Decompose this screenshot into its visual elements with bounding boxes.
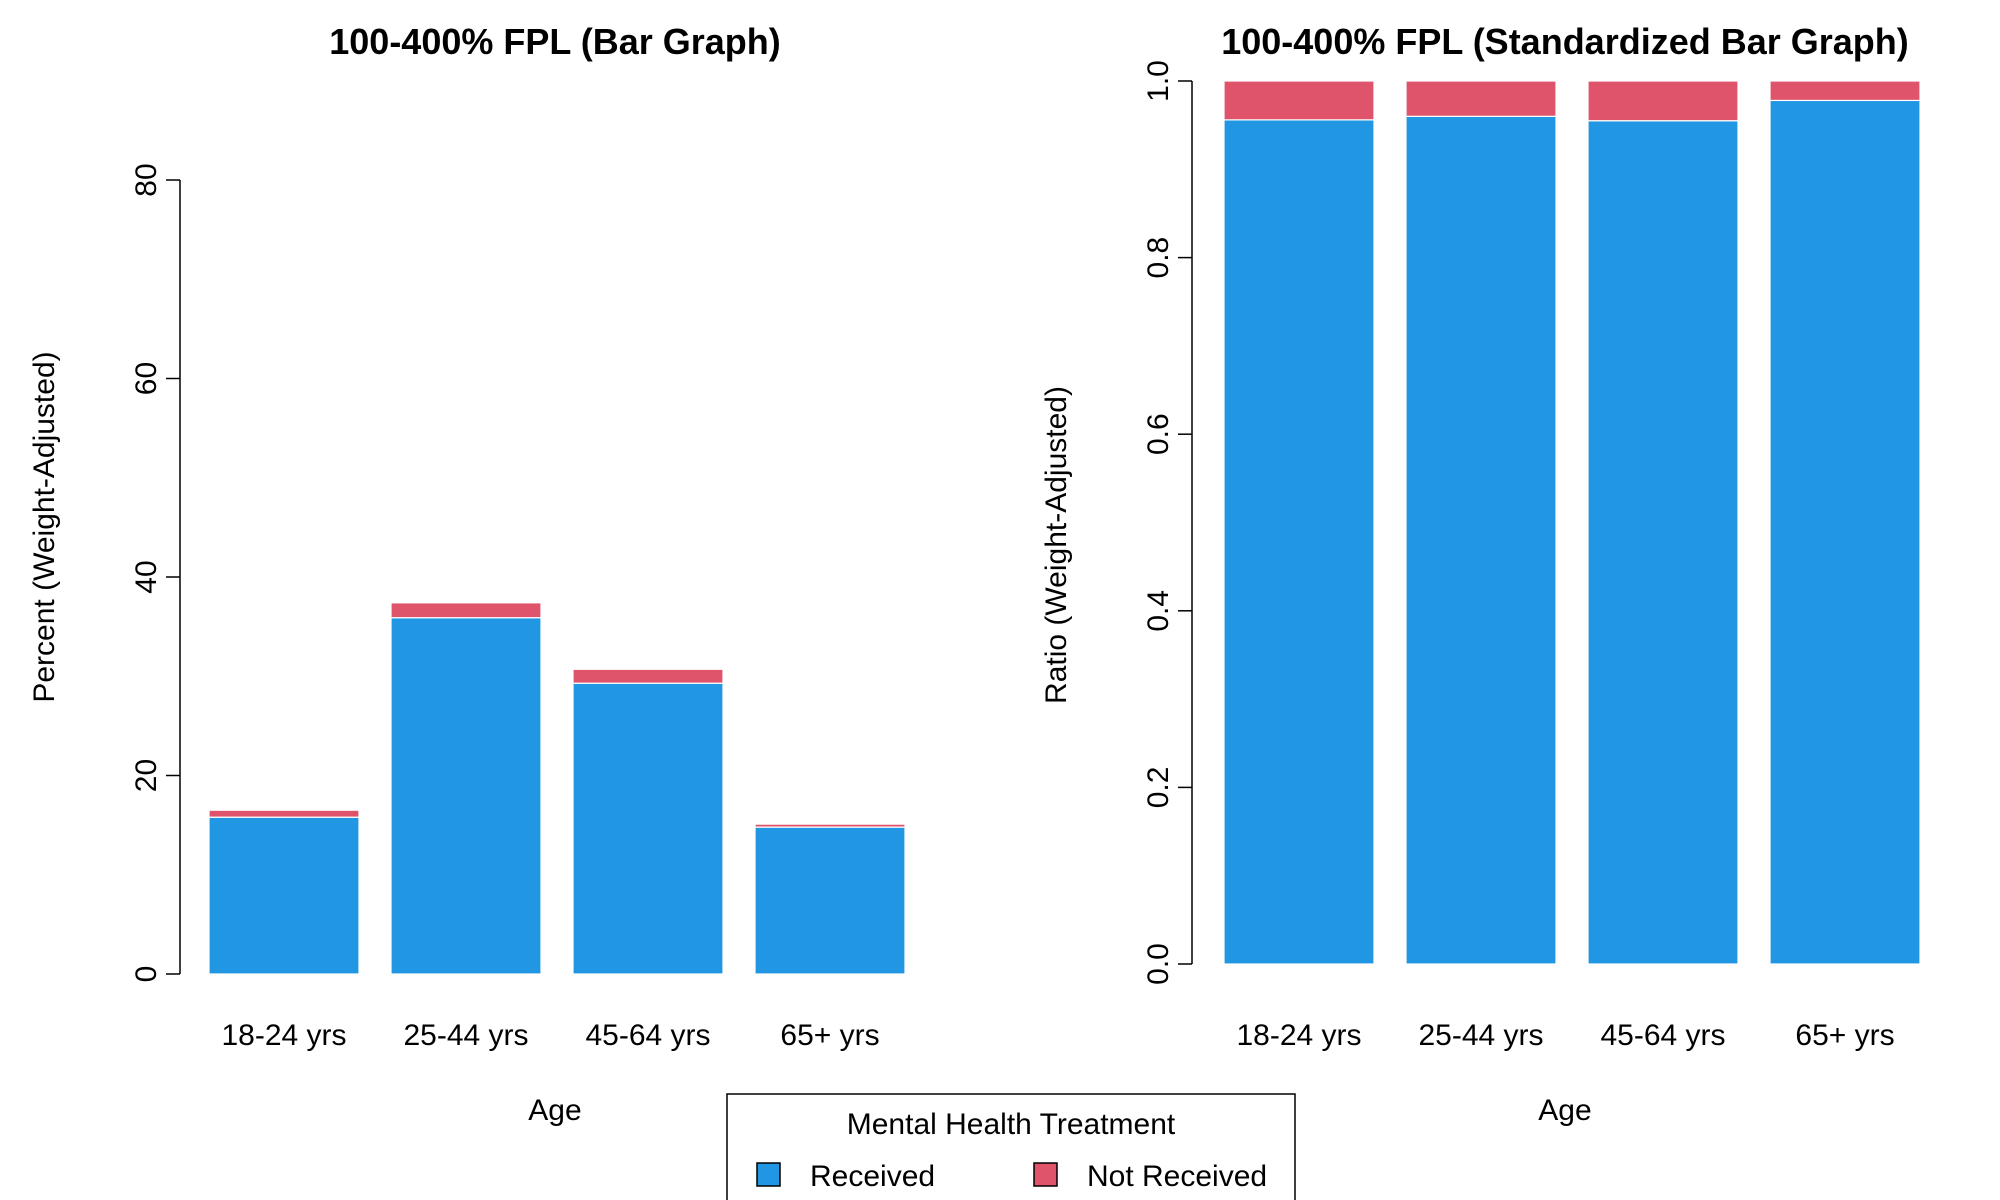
bar-received-1 <box>1223 119 1375 965</box>
legend-title: Mental Health Treatment <box>847 1108 1176 1141</box>
chart-right-ylabel: Ratio (Weight-Adjusted) <box>1040 386 1073 704</box>
y-tick-label: 80 <box>130 163 163 196</box>
bar-not-received-1 <box>1223 80 1375 121</box>
y-tick-label: 0.8 <box>1142 237 1175 279</box>
bar-not-received-3 <box>1587 80 1739 122</box>
chart-right-x-ticks: 18-24 yrs 25-44 yrs 45-64 yrs 65+ yrs <box>1236 1019 1894 1052</box>
bar-received-4 <box>754 826 906 975</box>
chart-right-xlabel: Age <box>1538 1094 1591 1127</box>
y-tick-label: 40 <box>130 560 163 593</box>
x-tick-label: 65+ yrs <box>780 1019 879 1052</box>
chart-left-x-ticks: 18-24 yrs 25-44 yrs 45-64 yrs 65+ yrs <box>221 1019 879 1052</box>
chart-right-y-axis: 0.0 0.2 0.4 0.6 0.8 1.0 <box>1142 60 1193 985</box>
bar-not-received-3 <box>572 668 724 684</box>
bar-received-2 <box>390 617 542 975</box>
chart-right-title: 100-400% FPL (Standardized Bar Graph) <box>1221 21 1909 62</box>
y-tick-label: 60 <box>130 362 163 395</box>
x-tick-label: 45-64 yrs <box>585 1019 710 1052</box>
bar-not-received-4 <box>754 823 906 828</box>
bar-received-3 <box>1587 120 1739 965</box>
y-tick-label: 0.0 <box>1142 943 1175 985</box>
bar-chart-right: 100-400% FPL (Standardized Bar Graph) Ag… <box>1040 21 1921 1127</box>
y-tick-label: 20 <box>130 759 163 792</box>
legend: Mental Health Treatment Received Not Rec… <box>726 1093 1296 1200</box>
x-tick-label: 65+ yrs <box>1795 1019 1894 1052</box>
bar-received-2 <box>1405 115 1557 965</box>
chart-left-y-axis: 0 20 40 60 80 <box>130 163 181 983</box>
chart-left-bars <box>208 602 906 975</box>
legend-label-not-received: Not Received <box>1087 1160 1267 1193</box>
y-tick-label: 0.4 <box>1142 590 1175 632</box>
y-tick-label: 0.6 <box>1142 413 1175 455</box>
y-tick-label: 0 <box>130 966 163 983</box>
bar-received-4 <box>1769 99 1921 965</box>
chart-left-ylabel: Percent (Weight-Adjusted) <box>28 351 61 702</box>
legend-box <box>726 1093 1296 1200</box>
chart-right-bars <box>1223 80 1921 965</box>
legend-swatch-not-received <box>1033 1162 1058 1187</box>
x-tick-label: 18-24 yrs <box>221 1019 346 1052</box>
chart-left-xlabel: Age <box>528 1094 581 1127</box>
y-tick-label: 0.2 <box>1142 767 1175 809</box>
bar-received-3 <box>572 682 724 975</box>
bar-not-received-2 <box>390 602 542 619</box>
bar-not-received-2 <box>1405 80 1557 117</box>
bar-chart-left: 100-400% FPL (Bar Graph) Age Percent (We… <box>28 21 906 1127</box>
bar-received-1 <box>208 816 360 975</box>
legend-swatch-received <box>756 1162 781 1187</box>
x-tick-label: 25-44 yrs <box>1418 1019 1543 1052</box>
chart-left-title: 100-400% FPL (Bar Graph) <box>329 21 781 62</box>
bar-not-received-4 <box>1769 80 1921 102</box>
x-tick-label: 25-44 yrs <box>403 1019 528 1052</box>
legend-label-received: Received <box>810 1160 935 1193</box>
bar-not-received-1 <box>208 809 360 818</box>
x-tick-label: 45-64 yrs <box>1600 1019 1725 1052</box>
y-tick-label: 1.0 <box>1142 60 1175 102</box>
x-tick-label: 18-24 yrs <box>1236 1019 1361 1052</box>
